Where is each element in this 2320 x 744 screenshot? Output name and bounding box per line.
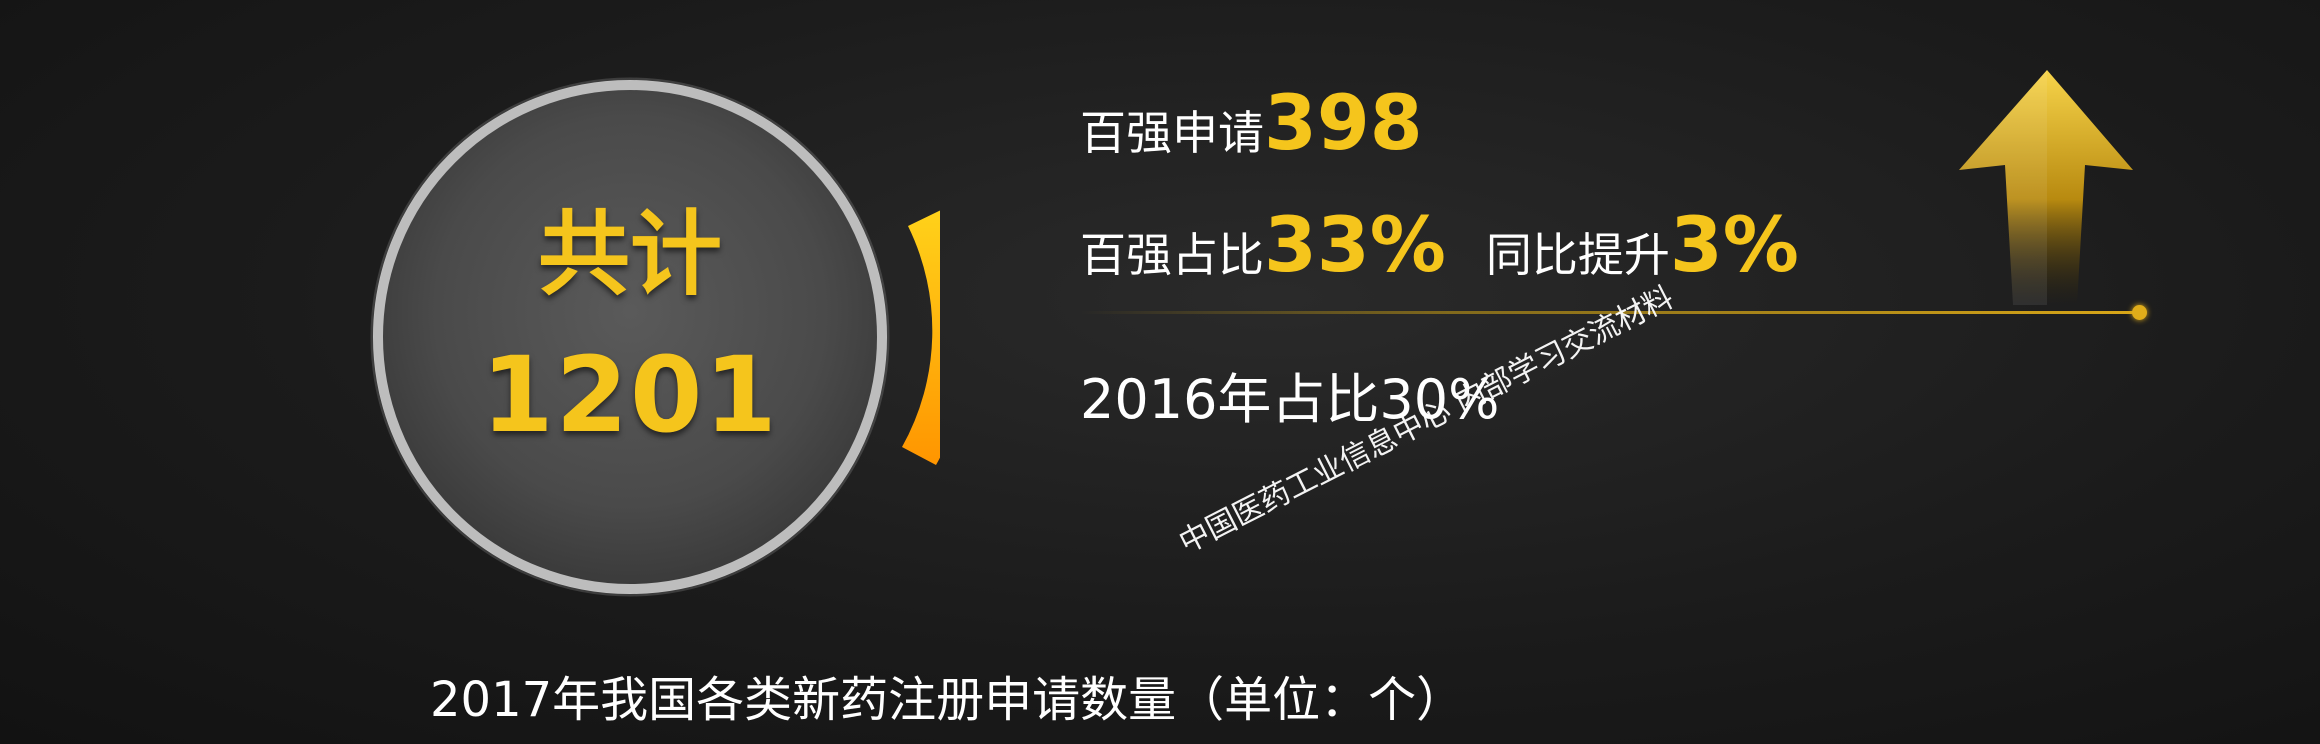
share-arc xyxy=(902,210,940,465)
applications-label: 百强申请 xyxy=(1080,106,1264,160)
applications-row: 百强申请398 xyxy=(1080,78,1423,167)
chart-caption: 2017年我国各类新药注册申请数量（单位：个） xyxy=(430,672,1465,728)
share-row: 百强占比33% 同比提升3% xyxy=(1080,200,1799,289)
divider-line xyxy=(1080,311,2140,314)
share-value: 33% xyxy=(1264,200,1446,289)
prev-year-note: 2016年占比30% xyxy=(1080,368,1500,431)
divider-endpoint xyxy=(2132,305,2147,320)
circle-title: 共计 xyxy=(537,201,722,308)
yoy-label: 同比提升 xyxy=(1485,228,1670,282)
total-circle xyxy=(340,40,940,640)
up-arrow-icon xyxy=(1959,70,2133,305)
circle-graphic xyxy=(370,77,940,597)
circle-total: 1201 xyxy=(481,334,779,456)
share-label: 百强占比 xyxy=(1080,228,1264,282)
applications-value: 398 xyxy=(1264,78,1423,167)
yoy-value: 3% xyxy=(1669,200,1799,289)
